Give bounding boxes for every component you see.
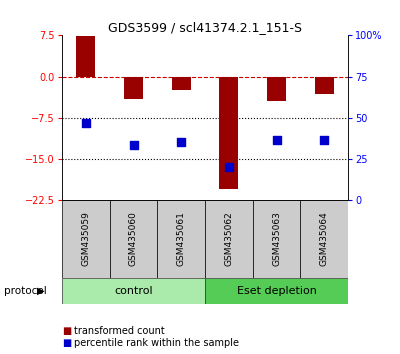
Point [321, 137, 327, 143]
Point [83, 120, 89, 126]
Bar [205, 278, 348, 304]
Text: GSM435062: GSM435062 [224, 212, 233, 266]
Bar [205, 200, 253, 278]
Text: GSM435063: GSM435063 [272, 211, 281, 267]
Text: GSM435064: GSM435064 [320, 212, 329, 266]
Bar [315, 76, 334, 94]
Text: GSM435061: GSM435061 [177, 211, 186, 267]
Text: ▶: ▶ [37, 286, 45, 296]
Text: GSM435059: GSM435059 [81, 211, 90, 267]
Text: GSM435060: GSM435060 [129, 211, 138, 267]
Bar [253, 200, 300, 278]
Text: ■: ■ [62, 338, 71, 348]
Text: Eset depletion: Eset depletion [236, 286, 316, 296]
Text: ■: ■ [62, 326, 71, 336]
Bar [157, 200, 205, 278]
Bar [172, 76, 191, 90]
Point [178, 139, 184, 145]
Bar [267, 76, 286, 101]
Bar [219, 76, 238, 189]
Bar [62, 200, 110, 278]
Bar [124, 76, 143, 98]
Point [130, 142, 137, 148]
Title: GDS3599 / scl41374.2.1_151-S: GDS3599 / scl41374.2.1_151-S [108, 21, 302, 34]
Point [226, 164, 232, 170]
Text: control: control [114, 286, 153, 296]
Text: percentile rank within the sample: percentile rank within the sample [74, 338, 239, 348]
Point [273, 137, 280, 143]
Bar [110, 200, 157, 278]
Bar [300, 200, 348, 278]
Text: transformed count: transformed count [74, 326, 165, 336]
Bar [62, 278, 205, 304]
Bar [76, 36, 95, 76]
Text: protocol: protocol [4, 286, 47, 296]
